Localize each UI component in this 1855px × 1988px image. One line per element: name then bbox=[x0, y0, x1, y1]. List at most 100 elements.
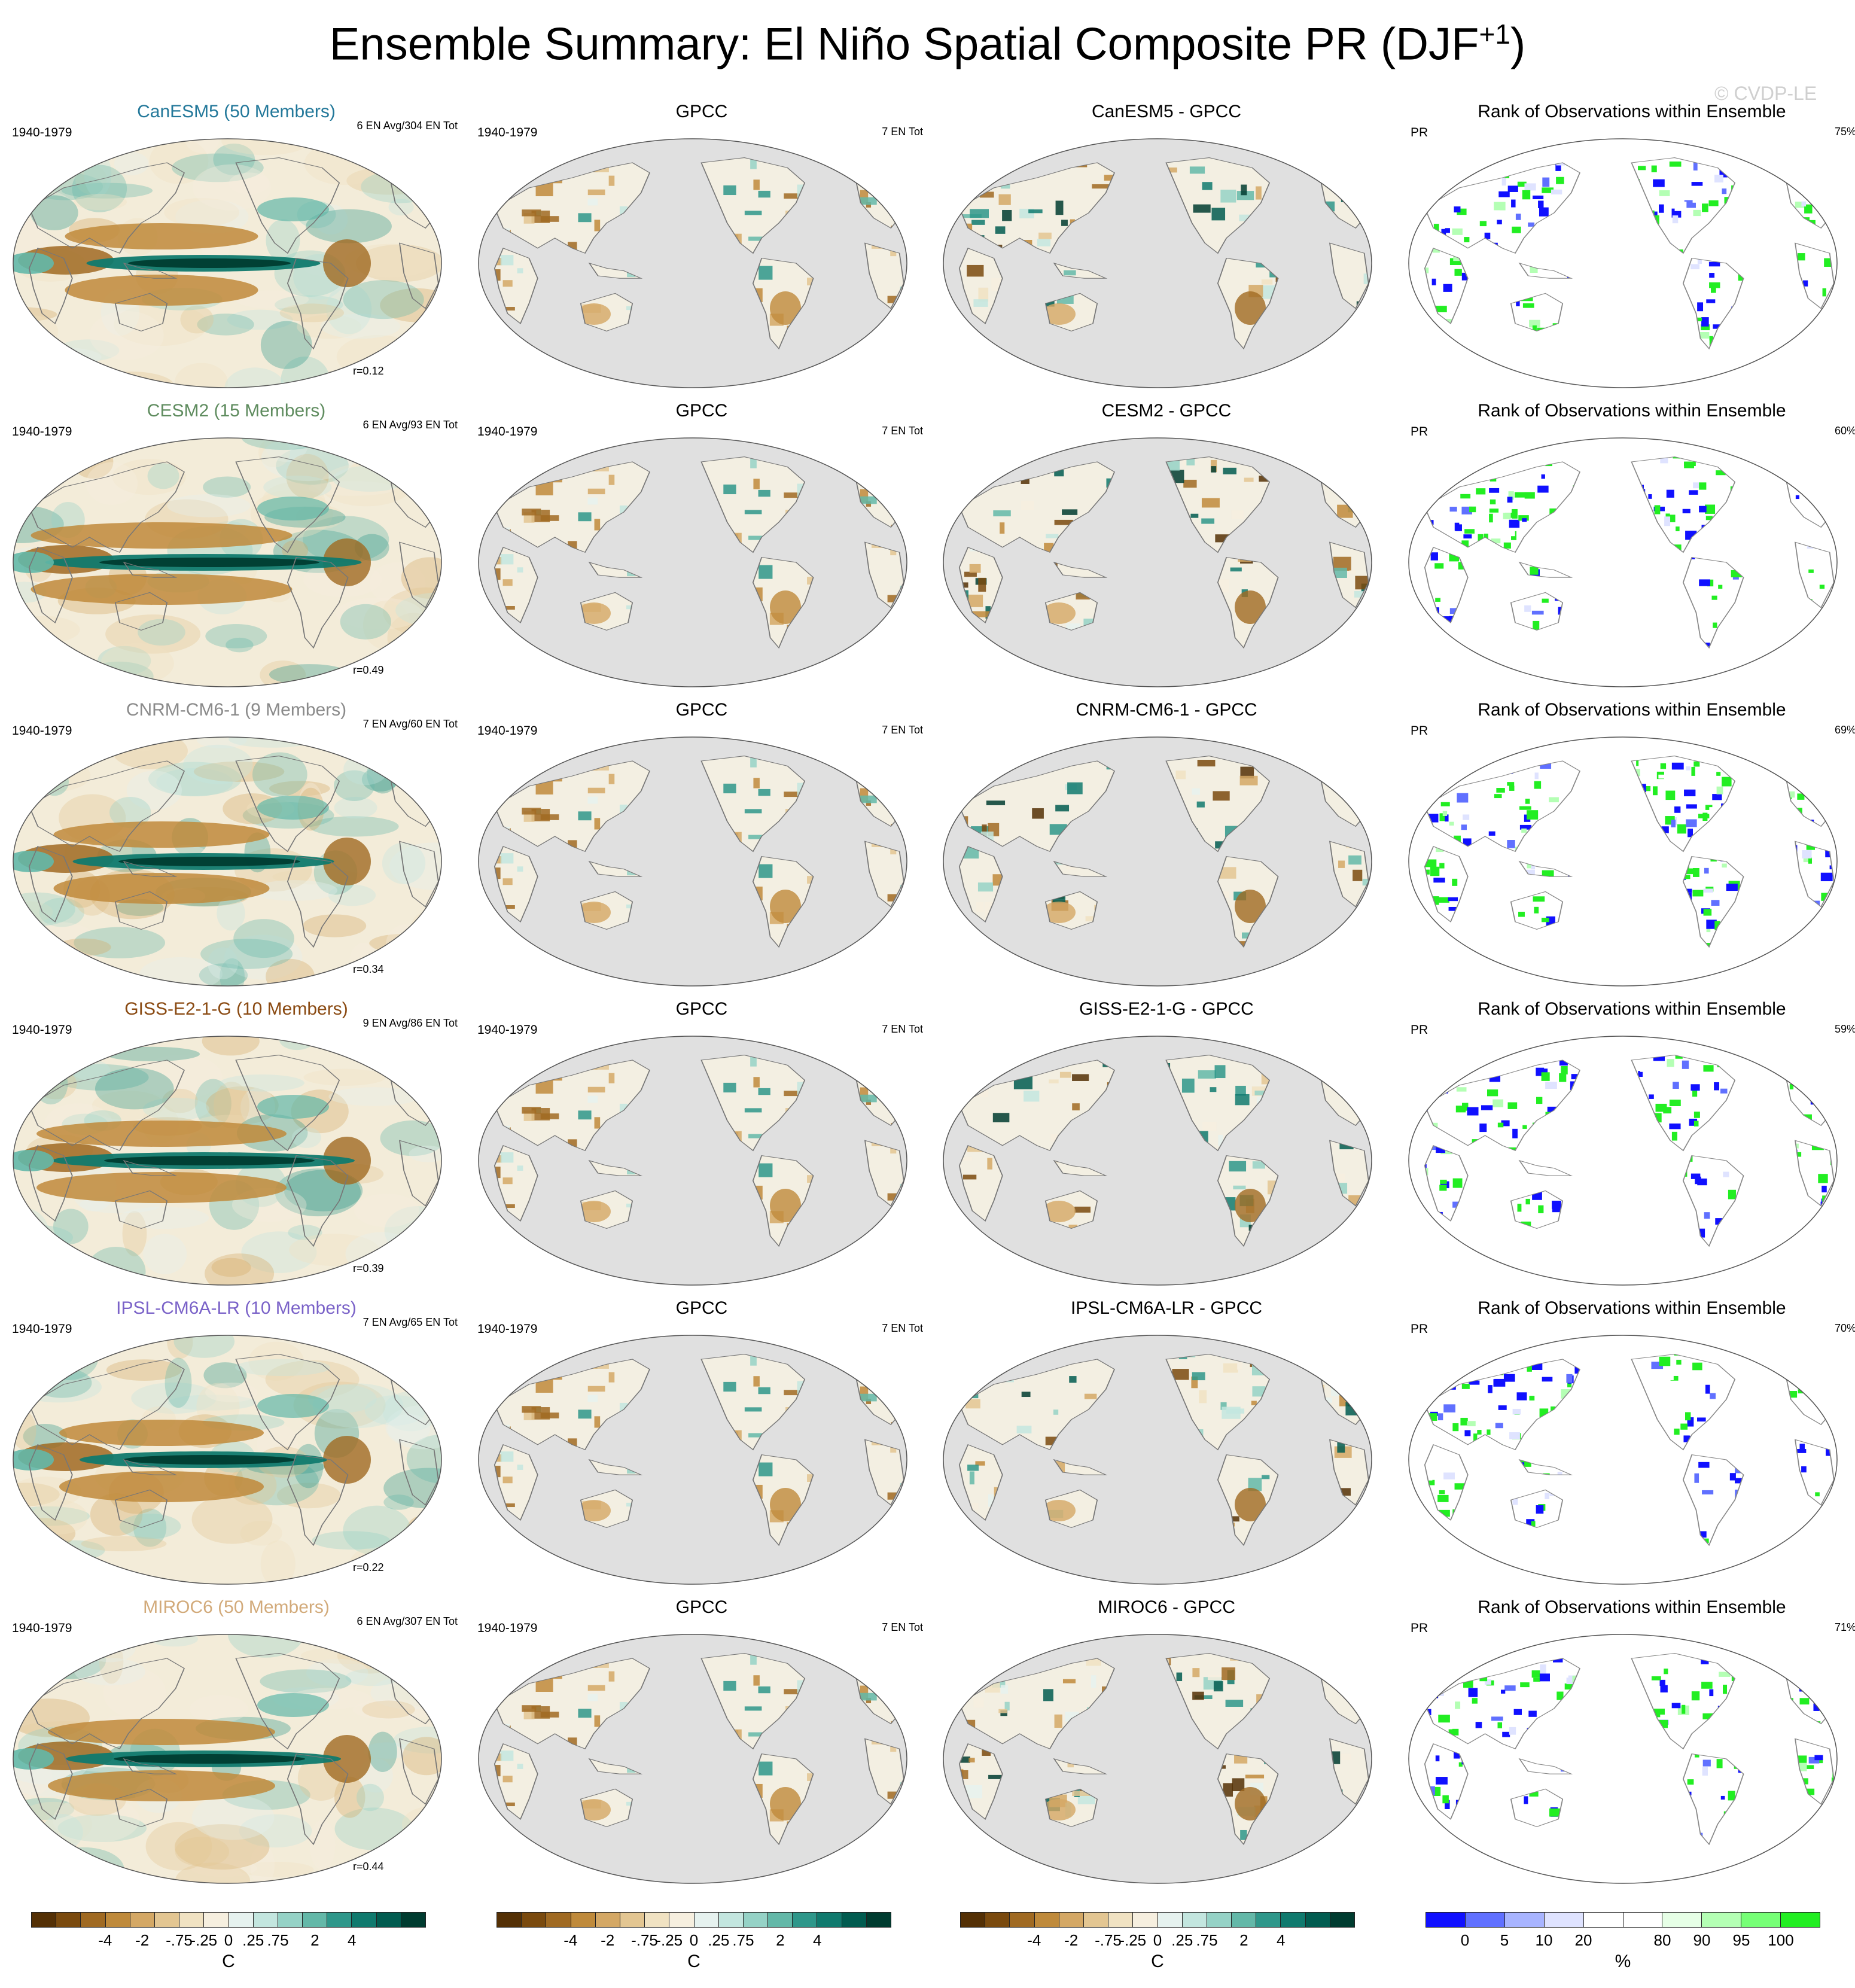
continent-outline bbox=[1165, 157, 1271, 254]
continent-outline bbox=[1631, 756, 1736, 853]
colorbar-model: -4 -2 -.75 -.25 0 .25.75 2 4 C bbox=[31, 1912, 426, 1972]
colorbar-swatch bbox=[546, 1913, 571, 1927]
continent-outline bbox=[1510, 592, 1564, 631]
colorbar-swatch bbox=[718, 1913, 744, 1927]
figure-title: Ensemble Summary: El Niño Spatial Compos… bbox=[329, 19, 1526, 70]
rank-percent: 69% bbox=[1834, 724, 1855, 736]
continent-outline bbox=[123, 860, 178, 877]
continent-outline bbox=[1053, 860, 1108, 877]
obs-title: GPCC bbox=[675, 1298, 728, 1318]
rank-map bbox=[1408, 138, 1838, 388]
continent-outline bbox=[347, 1341, 392, 1362]
model-title: IPSL-CM6A-LR (10 Members) bbox=[116, 1298, 357, 1318]
variable-label: PR bbox=[1411, 724, 1428, 738]
rank-map bbox=[1408, 1335, 1838, 1585]
rank-panel: Rank of Observations within Ensemble PR 75… bbox=[1402, 102, 1855, 401]
continent-outline bbox=[347, 743, 392, 764]
continent-outline bbox=[700, 1055, 806, 1152]
continent-outline bbox=[287, 1454, 349, 1546]
continent-outline bbox=[864, 541, 904, 608]
continent-outline bbox=[1165, 1354, 1271, 1451]
continent-outline bbox=[588, 1459, 643, 1475]
obs-panel: GPCC 1940-1979 7 EN Tot bbox=[471, 1597, 932, 1896]
continent-outline bbox=[1277, 1042, 1322, 1063]
colorbar-tick-label: -4 bbox=[563, 1931, 578, 1949]
continent-outline bbox=[1518, 1758, 1573, 1774]
colorbar-swatch bbox=[768, 1913, 793, 1927]
colorbar-swatch bbox=[376, 1913, 401, 1927]
pattern-correlation: r=0.12 bbox=[353, 365, 384, 377]
colorbar-swatch bbox=[278, 1913, 303, 1927]
difference-map bbox=[943, 1036, 1372, 1286]
continent-outline bbox=[494, 162, 650, 254]
rank-map bbox=[1408, 1634, 1838, 1884]
continent-outline bbox=[1277, 145, 1322, 166]
continent-outline bbox=[114, 1190, 168, 1229]
continent-outline bbox=[123, 1459, 178, 1475]
continent-outline bbox=[1277, 743, 1322, 764]
continent-outline bbox=[1053, 1758, 1108, 1774]
continent-outline bbox=[1217, 856, 1279, 948]
continent-outline bbox=[494, 760, 650, 853]
obs-en-count: 7 EN Tot bbox=[882, 1023, 923, 1035]
period-label: 1940-1979 bbox=[477, 724, 538, 738]
continent-outline bbox=[1424, 247, 1469, 324]
colorbar-swatch bbox=[1232, 1913, 1257, 1927]
period-label: 1940-1979 bbox=[477, 1023, 538, 1037]
continent-outline bbox=[1217, 257, 1279, 350]
obs-en-count: 7 EN Tot bbox=[882, 1322, 923, 1334]
continent-outline bbox=[1794, 841, 1835, 908]
continent-outline bbox=[958, 760, 1115, 853]
pattern-correlation: r=0.34 bbox=[353, 963, 384, 975]
continent-outline bbox=[494, 546, 538, 623]
continent-outline bbox=[398, 841, 439, 908]
model-composite-map bbox=[13, 1335, 442, 1585]
period-label: 1940-1979 bbox=[12, 425, 72, 439]
continent-outline bbox=[958, 461, 1115, 553]
colorbar-swatch bbox=[1133, 1913, 1158, 1927]
colorbar-swatch bbox=[1256, 1913, 1281, 1927]
continent-outline bbox=[287, 1753, 349, 1846]
colorbar-swatch bbox=[1158, 1913, 1183, 1927]
model-panel: GISS-E2-1-G (10 Members) 1940-1979 9 EN Av… bbox=[6, 999, 467, 1298]
period-label: 1940-1979 bbox=[12, 1621, 72, 1635]
colorbar-tick-label: 0 bbox=[224, 1931, 233, 1949]
continent-outline bbox=[864, 1738, 904, 1805]
pattern-correlation: r=0.22 bbox=[353, 1561, 384, 1573]
colorbar-swatch bbox=[32, 1913, 57, 1927]
rank-panel: Rank of Observations within Ensemble PR 71… bbox=[1402, 1597, 1855, 1896]
continent-outline bbox=[1217, 1155, 1279, 1247]
continent-outline bbox=[28, 1658, 185, 1750]
colorbar-tick-label: 4 bbox=[1277, 1931, 1286, 1949]
colorbar-swatches bbox=[497, 1912, 891, 1928]
en-count-label: 6 EN Avg/93 EN Tot bbox=[363, 419, 458, 431]
continent-outline bbox=[752, 856, 814, 948]
colorbar-tick-label: .75 bbox=[1196, 1931, 1218, 1949]
rank-percent: 75% bbox=[1834, 126, 1855, 138]
continent-outline bbox=[28, 1060, 185, 1152]
continent-outline bbox=[1518, 1459, 1573, 1475]
continent-outline bbox=[1053, 1159, 1108, 1176]
continent-outline bbox=[700, 756, 806, 853]
colorbar-swatch bbox=[401, 1913, 425, 1927]
colorbar-swatch bbox=[253, 1913, 278, 1927]
colorbar-tick-label: 4 bbox=[813, 1931, 822, 1949]
colorbar-swatch bbox=[1108, 1913, 1134, 1927]
continent-outline bbox=[123, 561, 178, 578]
period-label: 1940-1979 bbox=[12, 1023, 72, 1037]
variable-label: PR bbox=[1411, 1023, 1428, 1037]
colorbar-swatch bbox=[645, 1913, 670, 1927]
en-count-label: 6 EN Avg/304 EN Tot bbox=[357, 120, 458, 132]
rank-percent: 70% bbox=[1834, 1322, 1855, 1334]
continent-outline bbox=[700, 1653, 806, 1750]
difference-map bbox=[943, 1335, 1372, 1585]
colorbar-swatch bbox=[1059, 1913, 1084, 1927]
colorbar-tick-label: .25 bbox=[1171, 1931, 1193, 1949]
watermark: © CVDP-LE bbox=[1714, 83, 1817, 104]
rank-title: Rank of Observations within Ensemble bbox=[1478, 999, 1786, 1019]
continent-outline bbox=[1743, 1042, 1787, 1063]
rank-title: Rank of Observations within Ensemble bbox=[1478, 700, 1786, 720]
colorbar-tick-label: 90 bbox=[1693, 1931, 1711, 1949]
obs-panel: GPCC 1940-1979 7 EN Tot bbox=[471, 1298, 932, 1597]
diff-title: CNRM-CM6-1 - GPCC bbox=[1076, 700, 1257, 720]
